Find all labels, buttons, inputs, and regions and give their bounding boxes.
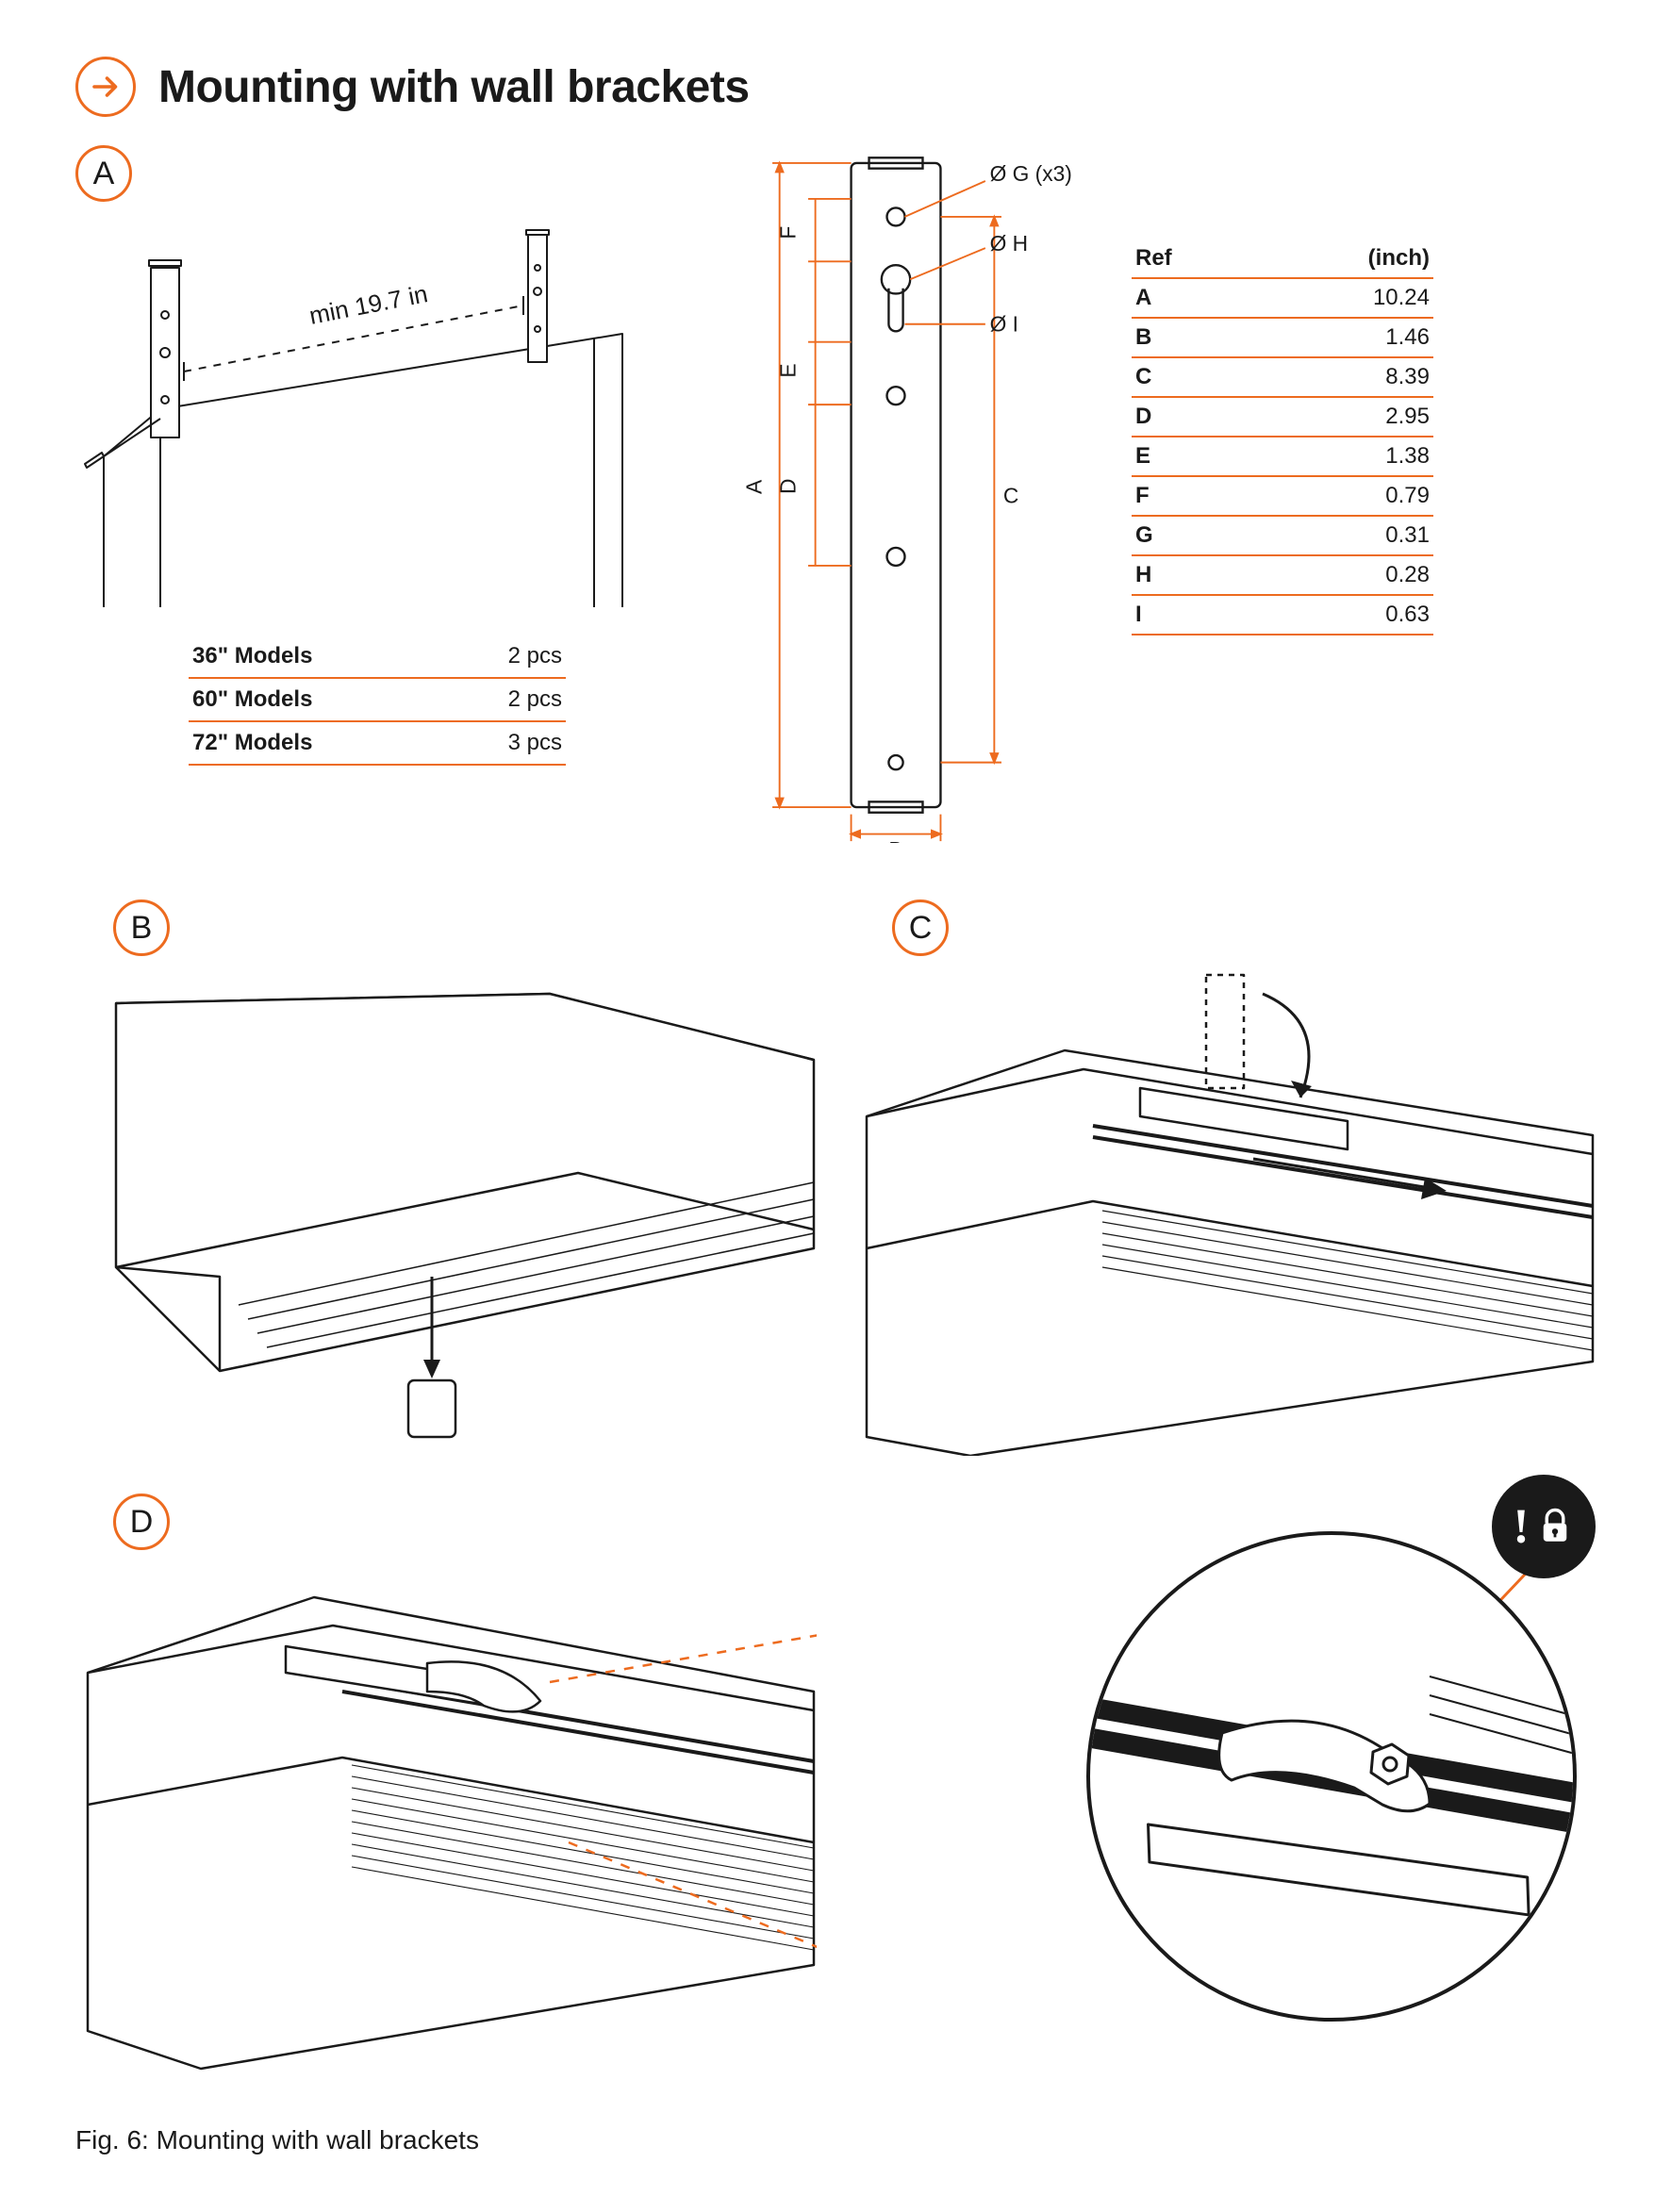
table-row: A10.24: [1132, 279, 1433, 319]
figure-caption: Fig. 6: Mounting with wall brackets: [75, 2125, 1596, 2155]
table-row: F0.79: [1132, 477, 1433, 517]
row-d: D: [75, 1494, 1596, 2088]
dim-label: B: [888, 837, 902, 843]
table-row: B1.46: [1132, 319, 1433, 358]
row-bc: B: [75, 900, 1596, 1456]
dim-label: A: [742, 479, 767, 494]
table-row: 36" Models 2 pcs: [189, 636, 566, 679]
model-label: 60" Models: [192, 686, 312, 713]
page: Mounting with wall brackets A: [75, 57, 1596, 2155]
dim-label: Ø I: [990, 311, 1018, 336]
diagram-a-wall-mount: min 19.7 in: [75, 211, 679, 607]
models-table: 36" Models 2 pcs 60" Models 2 pcs 72" Mo…: [189, 636, 566, 766]
step-letter-c: C: [892, 900, 949, 956]
row-a: A: [75, 145, 1596, 843]
panel-a: A: [75, 145, 679, 766]
ref-table-panel: Ref (inch) A10.24 B1.46 C8.39 D2.95 E1.3…: [1132, 145, 1596, 636]
step-letter-a: A: [75, 145, 132, 202]
dim-label: D: [776, 479, 801, 494]
table-row: E1.38: [1132, 437, 1433, 477]
page-title: Mounting with wall brackets: [158, 61, 750, 113]
exclaim-icon: !: [1513, 1499, 1529, 1555]
panel-d: D: [75, 1494, 817, 2088]
dim-label: C: [1003, 483, 1018, 507]
ref-header-c2: (inch): [1368, 245, 1430, 272]
model-qty: 3 pcs: [508, 730, 562, 756]
table-row: I0.63: [1132, 596, 1433, 636]
detail-zoom-circle: [1086, 1531, 1577, 2022]
model-qty: 2 pcs: [508, 686, 562, 713]
model-qty: 2 pcs: [508, 643, 562, 669]
bracket-dimension-drawing: A D E F C B Ø G (x3) Ø H Ø I: [717, 145, 1094, 843]
diagram-c: [854, 966, 1596, 1456]
dim-label: E: [776, 363, 801, 377]
table-row: G0.31: [1132, 517, 1433, 556]
lock-icon: [1535, 1507, 1575, 1546]
table-row: 72" Models 3 pcs: [189, 722, 566, 766]
dim-label: Ø H: [990, 231, 1028, 256]
lock-warning-badge: !: [1492, 1475, 1596, 1578]
diagram-d: [75, 1560, 817, 2088]
arrow-right-icon: [75, 57, 136, 117]
model-label: 36" Models: [192, 643, 312, 669]
panel-b: B: [75, 900, 817, 1456]
step-letter-d: D: [113, 1494, 170, 1550]
model-label: 72" Models: [192, 730, 312, 756]
step-letter-b: B: [113, 900, 170, 956]
dim-label: Ø G (x3): [990, 161, 1072, 186]
table-row: D2.95: [1132, 398, 1433, 437]
diagram-b: [75, 966, 817, 1456]
section-header: Mounting with wall brackets: [75, 57, 1596, 117]
panel-detail: !: [854, 1494, 1596, 2088]
table-row: C8.39: [1132, 358, 1433, 398]
ref-table-header: Ref (inch): [1132, 239, 1433, 279]
panel-c: C: [854, 900, 1596, 1456]
table-row: H0.28: [1132, 556, 1433, 596]
ref-header-c1: Ref: [1135, 245, 1172, 272]
min-distance-label: min 19.7 in: [306, 279, 430, 330]
dim-label: F: [776, 226, 801, 239]
ref-table: Ref (inch) A10.24 B1.46 C8.39 D2.95 E1.3…: [1132, 239, 1433, 636]
table-row: 60" Models 2 pcs: [189, 679, 566, 722]
